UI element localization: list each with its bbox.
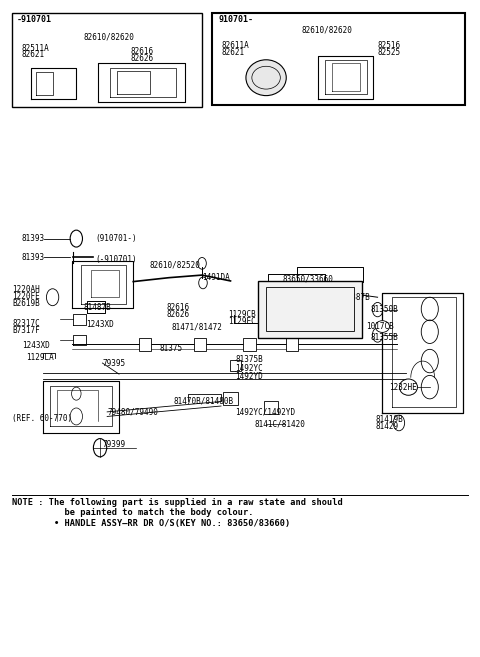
FancyBboxPatch shape xyxy=(193,338,206,351)
Text: 79399: 79399 xyxy=(102,440,126,449)
FancyBboxPatch shape xyxy=(229,360,241,371)
Text: (REF. 60-770): (REF. 60-770) xyxy=(12,414,72,423)
Text: 81350B: 81350B xyxy=(371,305,398,314)
Ellipse shape xyxy=(375,321,389,332)
Text: 81375: 81375 xyxy=(159,344,182,353)
Text: 82621: 82621 xyxy=(22,51,45,59)
Text: 910701-: 910701- xyxy=(219,14,253,24)
Text: 82626: 82626 xyxy=(167,310,190,319)
Text: 1492YC/1492YD: 1492YC/1492YD xyxy=(235,407,295,417)
FancyBboxPatch shape xyxy=(258,281,362,338)
Ellipse shape xyxy=(246,60,286,96)
FancyBboxPatch shape xyxy=(286,338,299,351)
FancyBboxPatch shape xyxy=(12,12,202,107)
Text: 82610/82620: 82610/82620 xyxy=(84,32,134,41)
Text: 1129LA: 1129LA xyxy=(26,353,54,362)
Text: 79480/79490: 79480/79490 xyxy=(107,407,158,417)
Text: 81470B/81480B: 81470B/81480B xyxy=(174,397,234,406)
Text: 82516: 82516 xyxy=(378,41,401,50)
Text: 1243XD: 1243XD xyxy=(22,341,49,350)
Text: 81419B: 81419B xyxy=(375,415,403,424)
FancyBboxPatch shape xyxy=(223,392,238,405)
Text: 8141C/81420: 8141C/81420 xyxy=(254,419,305,428)
Text: 1492YC: 1492YC xyxy=(235,365,263,373)
Text: 1243XD: 1243XD xyxy=(86,320,114,329)
Text: (-910701): (-910701) xyxy=(96,255,137,264)
Text: NOTE : The following part is supplied in a raw state and should: NOTE : The following part is supplied in… xyxy=(12,498,343,507)
Text: 83650/33660: 83650/33660 xyxy=(283,275,334,283)
Text: • HANDLE ASSY–RR DR O/S(KEY NO.: 83650/83660): • HANDLE ASSY–RR DR O/S(KEY NO.: 83650/8… xyxy=(12,520,290,528)
Text: 1220FE: 1220FE xyxy=(12,292,40,301)
Text: 81387B: 81387B xyxy=(342,294,370,302)
Text: 82511A: 82511A xyxy=(22,44,49,53)
Text: 81471/81472: 81471/81472 xyxy=(171,322,222,331)
FancyBboxPatch shape xyxy=(212,12,466,105)
Text: 1017CB: 1017CB xyxy=(366,322,394,331)
Text: 81375B: 81375B xyxy=(235,355,263,364)
Text: 82525: 82525 xyxy=(378,48,401,57)
FancyBboxPatch shape xyxy=(243,338,256,351)
Text: 82671/826B1: 82671/826B1 xyxy=(268,294,319,302)
Text: 82626: 82626 xyxy=(131,54,154,62)
Text: 79395: 79395 xyxy=(102,359,126,367)
Text: 81393: 81393 xyxy=(22,253,45,262)
Text: 82317C: 82317C xyxy=(12,319,40,328)
FancyBboxPatch shape xyxy=(139,338,151,351)
Text: 1492YD: 1492YD xyxy=(235,372,263,380)
Ellipse shape xyxy=(252,66,280,89)
Text: 1220AH: 1220AH xyxy=(12,285,40,294)
Text: 81487B: 81487B xyxy=(84,303,111,312)
Text: 1232HE: 1232HE xyxy=(389,383,417,392)
Text: 1491DA: 1491DA xyxy=(202,273,230,283)
Text: 1129EC: 1129EC xyxy=(228,317,256,327)
Text: 82610/82620: 82610/82620 xyxy=(301,26,352,35)
Text: 82610/82520: 82610/82520 xyxy=(150,260,201,269)
FancyBboxPatch shape xyxy=(264,401,278,415)
Text: 82621: 82621 xyxy=(221,48,244,57)
Text: (910701-): (910701-) xyxy=(96,234,137,243)
Text: 1129CB: 1129CB xyxy=(228,310,256,319)
Text: -910701: -910701 xyxy=(17,14,52,24)
Text: 81355B: 81355B xyxy=(371,333,398,342)
Ellipse shape xyxy=(399,379,418,396)
Text: 82616: 82616 xyxy=(167,303,190,312)
Text: 81429: 81429 xyxy=(375,422,398,432)
Text: B2619B: B2619B xyxy=(12,299,40,308)
Text: 82616: 82616 xyxy=(131,47,154,56)
Text: be painted to match the body colour.: be painted to match the body colour. xyxy=(12,508,254,516)
Text: 82611A: 82611A xyxy=(221,41,249,50)
FancyBboxPatch shape xyxy=(266,288,354,331)
Text: B7317F: B7317F xyxy=(12,326,40,335)
Text: 81393: 81393 xyxy=(22,234,45,243)
